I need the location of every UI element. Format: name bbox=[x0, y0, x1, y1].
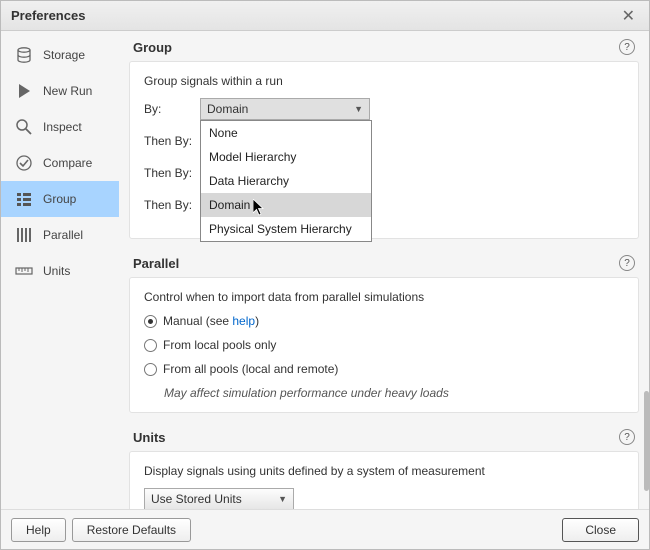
storage-icon bbox=[15, 46, 33, 64]
dialog-body: Storage New Run Inspect Compare bbox=[1, 31, 649, 509]
help-icon[interactable]: ? bbox=[619, 39, 635, 55]
units-dropdown[interactable]: Use Stored Units ▼ bbox=[144, 488, 294, 509]
dropdown-option[interactable]: Domain bbox=[201, 193, 371, 217]
sidebar-item-label: Group bbox=[43, 192, 76, 206]
sidebar-item-label: Compare bbox=[43, 156, 92, 170]
footer-left: Help Restore Defaults bbox=[11, 518, 191, 542]
radio-all[interactable]: From all pools (local and remote) bbox=[144, 362, 624, 376]
parallel-intro: Control when to import data from paralle… bbox=[144, 290, 624, 304]
thenby-label-1: Then By: bbox=[144, 134, 200, 148]
dropdown-value: Use Stored Units bbox=[151, 492, 242, 506]
help-icon[interactable]: ? bbox=[619, 429, 635, 445]
dropdown-option[interactable]: Model Hierarchy bbox=[201, 145, 371, 169]
dropdown-value: Domain bbox=[207, 102, 248, 116]
parallel-note: May affect simulation performance under … bbox=[164, 386, 624, 400]
radio-icon[interactable] bbox=[144, 339, 157, 352]
dropdown-option[interactable]: Physical System Hierarchy bbox=[201, 217, 371, 241]
thenby-label-3: Then By: bbox=[144, 198, 200, 212]
preferences-dialog: Preferences ✕ Storage New Run Inspect bbox=[0, 0, 650, 550]
sidebar: Storage New Run Inspect Compare bbox=[1, 31, 119, 509]
parallel-icon bbox=[15, 226, 33, 244]
titlebar: Preferences ✕ bbox=[1, 1, 649, 31]
group-intro: Group signals within a run bbox=[144, 74, 624, 88]
play-icon bbox=[15, 82, 33, 100]
help-button[interactable]: Help bbox=[11, 518, 66, 542]
section-header: Parallel ? bbox=[125, 247, 643, 277]
radio-icon[interactable] bbox=[144, 363, 157, 376]
check-icon bbox=[15, 154, 33, 172]
sidebar-item-storage[interactable]: Storage bbox=[1, 37, 119, 73]
close-icon[interactable]: ✕ bbox=[618, 6, 639, 26]
content-area: Group ? Group signals within a run By: D… bbox=[119, 31, 649, 509]
radio-label: Manual (see help) bbox=[163, 314, 259, 328]
section-body: Control when to import data from paralle… bbox=[129, 277, 639, 413]
section-group: Group ? Group signals within a run By: D… bbox=[125, 31, 643, 239]
help-link[interactable]: help bbox=[232, 314, 255, 328]
ruler-icon bbox=[15, 262, 33, 280]
section-body: Display signals using units defined by a… bbox=[129, 451, 639, 509]
by-dropdown[interactable]: Domain ▼ None Model Hierarchy Data Hiera… bbox=[200, 98, 370, 120]
radio-manual[interactable]: Manual (see help) bbox=[144, 314, 624, 328]
radio-label: From local pools only bbox=[163, 338, 276, 352]
section-title: Group bbox=[133, 40, 172, 55]
radio-icon[interactable] bbox=[144, 315, 157, 328]
close-button[interactable]: Close bbox=[562, 518, 639, 542]
help-icon[interactable]: ? bbox=[619, 255, 635, 271]
radio-local[interactable]: From local pools only bbox=[144, 338, 624, 352]
thenby-label-2: Then By: bbox=[144, 166, 200, 180]
search-icon bbox=[15, 118, 33, 136]
sidebar-item-newrun[interactable]: New Run bbox=[1, 73, 119, 109]
dropdown-option[interactable]: Data Hierarchy bbox=[201, 169, 371, 193]
restore-defaults-button[interactable]: Restore Defaults bbox=[72, 518, 191, 542]
sidebar-item-group[interactable]: Group bbox=[1, 181, 119, 217]
dialog-title: Preferences bbox=[11, 8, 85, 23]
sidebar-item-label: Inspect bbox=[43, 120, 82, 134]
sidebar-item-parallel[interactable]: Parallel bbox=[1, 217, 119, 253]
section-units: Units ? Display signals using units defi… bbox=[125, 421, 643, 509]
sidebar-item-label: Units bbox=[43, 264, 70, 278]
section-title: Parallel bbox=[133, 256, 179, 271]
units-intro: Display signals using units defined by a… bbox=[144, 464, 624, 478]
sidebar-item-units[interactable]: Units bbox=[1, 253, 119, 289]
dropdown-option[interactable]: None bbox=[201, 121, 371, 145]
by-label: By: bbox=[144, 102, 200, 116]
section-parallel: Parallel ? Control when to import data f… bbox=[125, 247, 643, 413]
sidebar-item-compare[interactable]: Compare bbox=[1, 145, 119, 181]
chevron-down-icon: ▼ bbox=[354, 104, 363, 114]
section-header: Group ? bbox=[125, 31, 643, 61]
scrollbar-thumb[interactable] bbox=[644, 391, 649, 491]
group-icon bbox=[15, 190, 33, 208]
sidebar-item-label: Parallel bbox=[43, 228, 83, 242]
sidebar-item-inspect[interactable]: Inspect bbox=[1, 109, 119, 145]
sidebar-item-label: New Run bbox=[43, 84, 92, 98]
footer: Help Restore Defaults Close bbox=[1, 509, 649, 549]
section-title: Units bbox=[133, 430, 166, 445]
chevron-down-icon: ▼ bbox=[278, 494, 287, 504]
sidebar-item-label: Storage bbox=[43, 48, 85, 62]
section-header: Units ? bbox=[125, 421, 643, 451]
radio-label: From all pools (local and remote) bbox=[163, 362, 338, 376]
dropdown-menu: None Model Hierarchy Data Hierarchy Doma… bbox=[200, 120, 372, 242]
section-body: Group signals within a run By: Domain ▼ … bbox=[129, 61, 639, 239]
